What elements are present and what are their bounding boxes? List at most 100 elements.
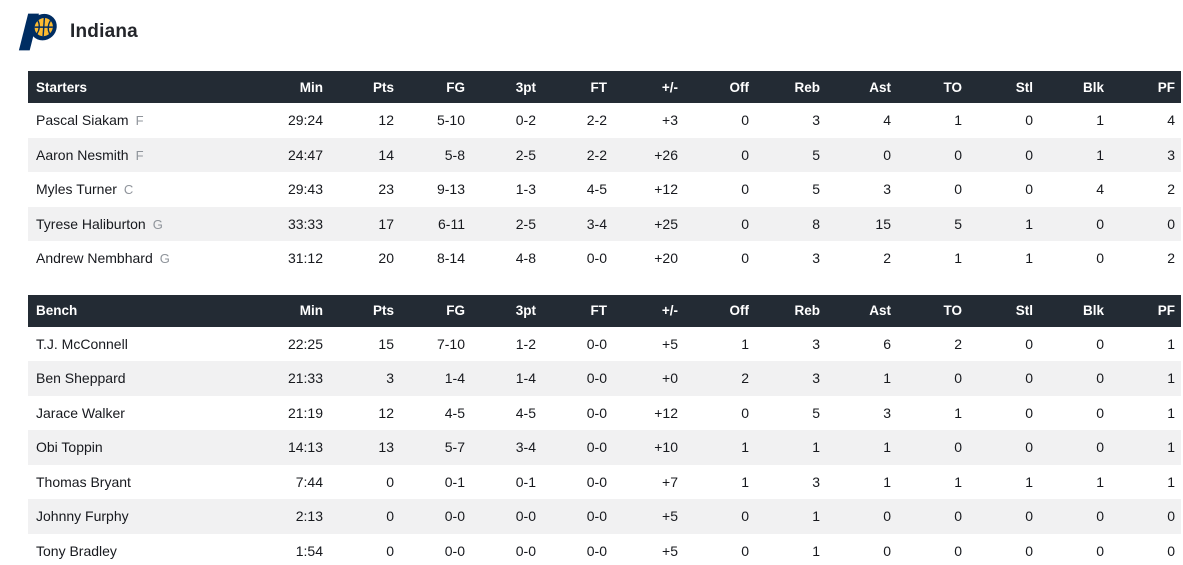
stat-3pt: 1-3: [515, 181, 536, 198]
stat-fg: 0-0: [444, 542, 465, 559]
indiana-pacers-logo-icon[interactable]: [16, 12, 60, 52]
stat-ast: 4: [883, 112, 891, 129]
stat-min: 7:44: [295, 473, 323, 490]
player-name[interactable]: Andrew Nembhard: [36, 250, 153, 267]
stat-blk: 0: [1096, 404, 1104, 421]
column-header-min: Min: [258, 294, 329, 327]
stat-fg: 5-7: [444, 439, 465, 456]
player-row: Jarace Walker 21:19 12 4-5 4-5 0-0 +12 0 5 3 1 0 0 1: [28, 396, 1181, 431]
player-name-cell: T.J. McConnell: [28, 327, 258, 362]
player-name[interactable]: Myles Turner: [36, 181, 117, 198]
player-name[interactable]: T.J. McConnell: [36, 335, 128, 352]
stat-ast: 6: [883, 335, 891, 352]
column-header-stl: Stl: [968, 71, 1039, 103]
stat-to: 0: [954, 181, 962, 198]
team-header: Indiana: [0, 0, 1183, 52]
stat-reb: 1: [812, 439, 820, 456]
stat-pf: 0: [1167, 215, 1175, 232]
stat-fg: 9-13: [436, 181, 465, 198]
stat-reb: 5: [812, 404, 820, 421]
stat-min: 29:24: [287, 112, 323, 129]
player-row: T.J. McConnell 22:25 15 7-10 1-2 0-0 +5 1 3 6 2 0 0 1: [28, 327, 1181, 362]
stat-stl: 1: [1025, 473, 1033, 490]
stat-3pt: 0-0: [515, 508, 536, 525]
stat-fg: 1-4: [444, 370, 465, 387]
stat-pf: 2: [1167, 181, 1175, 198]
stat-stl: 0: [1025, 439, 1033, 456]
player-name[interactable]: Obi Toppin: [36, 439, 103, 456]
stat-3pt: 2-5: [515, 215, 536, 232]
stat-ast: 15: [875, 215, 891, 232]
player-name[interactable]: Tyrese Haliburton: [36, 215, 146, 232]
column-header-reb: Reb: [755, 294, 826, 327]
stat-fg: 5-10: [436, 112, 465, 129]
player-name-cell: Pascal Siakam F: [28, 103, 258, 138]
stat-off: 0: [741, 112, 749, 129]
stat-to: 2: [954, 335, 962, 352]
stat-fg: 0-1: [444, 473, 465, 490]
stat-stl: 0: [1025, 404, 1033, 421]
stat-min: 1:54: [295, 542, 323, 559]
stat-ft: 0-0: [586, 473, 607, 490]
stat-ft: 0-0: [586, 250, 607, 267]
player-name-cell: Ben Sheppard: [28, 361, 258, 396]
stat-stl: 0: [1025, 542, 1033, 559]
stat-plus-minus: +12: [654, 181, 678, 198]
stat-pf: 1: [1167, 404, 1175, 421]
player-position: G: [152, 216, 163, 232]
stat-off: 0: [741, 508, 749, 525]
stat-3pt: 2-5: [515, 146, 536, 163]
player-name-cell: Obi Toppin: [28, 430, 258, 465]
player-name[interactable]: Tony Bradley: [36, 542, 117, 559]
player-row: Obi Toppin 14:13 13 5-7 3-4 0-0 +10 1 1 1 0 0 0 1: [28, 430, 1181, 465]
player-name[interactable]: Pascal Siakam: [36, 112, 129, 129]
bench-header-row: Bench Min Pts FG 3pt FT +/- Off Reb Ast TO Stl Blk PF: [28, 294, 1181, 327]
column-header-off: Off: [684, 71, 755, 103]
stat-3pt: 1-4: [515, 370, 536, 387]
player-position: G: [159, 251, 170, 267]
stat-3pt: 0-0: [515, 542, 536, 559]
stat-pf: 1: [1167, 439, 1175, 456]
player-name-cell: Andrew Nembhard G: [28, 241, 258, 276]
stat-plus-minus: +3: [662, 112, 678, 129]
stat-blk: 0: [1096, 370, 1104, 387]
stat-blk: 0: [1096, 250, 1104, 267]
stat-fg: 4-5: [444, 404, 465, 421]
column-header-stl: Stl: [968, 294, 1039, 327]
stat-pts: 12: [378, 404, 394, 421]
player-name[interactable]: Johnny Furphy: [36, 508, 129, 525]
stat-to: 0: [954, 439, 962, 456]
stat-plus-minus: +20: [654, 250, 678, 267]
stat-to: 5: [954, 215, 962, 232]
column-header-3pt: 3pt: [471, 71, 542, 103]
stat-ast: 1: [883, 439, 891, 456]
stat-reb: 1: [812, 542, 820, 559]
stat-3pt: 0-2: [515, 112, 536, 129]
stat-min: 21:19: [287, 404, 323, 421]
stat-fg: 6-11: [438, 215, 465, 232]
team-name[interactable]: Indiana: [70, 21, 138, 42]
stat-min: 2:13: [295, 508, 323, 525]
column-header-to: TO: [897, 294, 968, 327]
section-label: Starters: [28, 71, 258, 103]
player-name[interactable]: Jarace Walker: [36, 404, 125, 421]
player-name[interactable]: Ben Sheppard: [36, 370, 126, 387]
stat-blk: 1: [1096, 146, 1104, 163]
player-name-cell: Aaron Nesmith F: [28, 138, 258, 173]
stat-pts: 3: [386, 370, 394, 387]
stat-off: 2: [741, 370, 749, 387]
stat-pts: 15: [378, 335, 394, 352]
player-name-cell: Tyrese Haliburton G: [28, 207, 258, 242]
stat-to: 1: [954, 473, 962, 490]
player-name[interactable]: Thomas Bryant: [36, 473, 131, 490]
stat-stl: 0: [1025, 112, 1033, 129]
player-name[interactable]: Aaron Nesmith: [36, 146, 129, 163]
stat-off: 0: [741, 181, 749, 198]
stat-pf: 4: [1167, 112, 1175, 129]
stat-pf: 1: [1167, 335, 1175, 352]
stat-off: 1: [741, 335, 749, 352]
column-header-pts: Pts: [329, 71, 400, 103]
stat-ast: 0: [883, 542, 891, 559]
starters-table: Starters Min Pts FG 3pt FT +/- Off Reb Ast TO Stl Bl…: [28, 71, 1181, 276]
stat-plus-minus: +5: [662, 508, 678, 525]
